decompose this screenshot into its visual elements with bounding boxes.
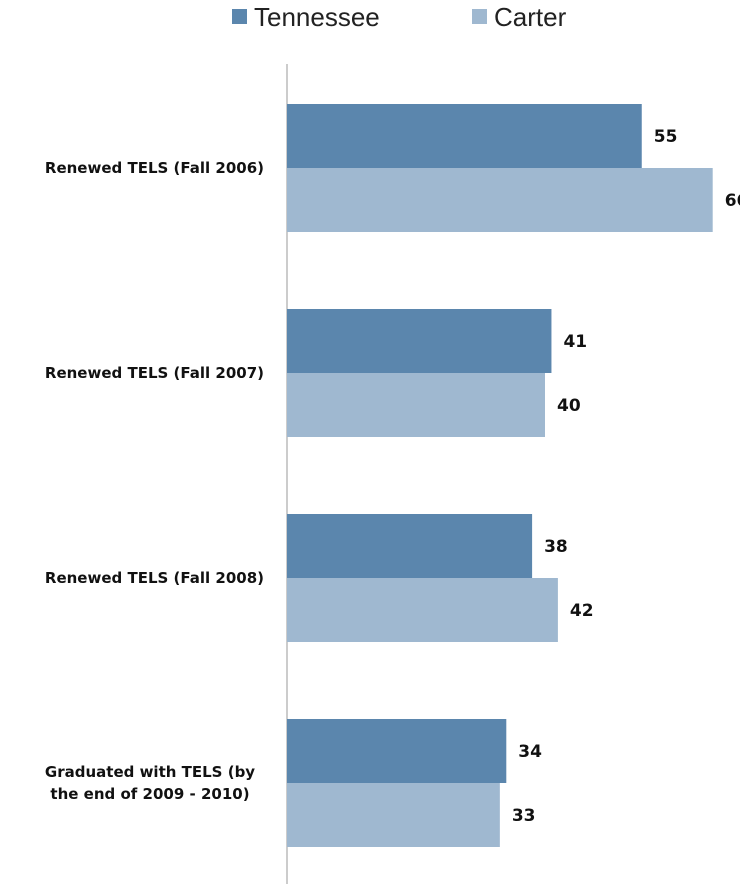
category-labels: Renewed TELS (Fall 2006) Renewed TELS (Fa… <box>45 159 264 803</box>
legend-label-tennessee: Tennessee <box>254 2 380 32</box>
value-label-tennessee-3: 38 <box>544 537 568 557</box>
value-label-tennessee-1: 55 <box>654 127 678 147</box>
legend: Tennessee Carter <box>232 2 567 32</box>
value-label-carter-1: 66 <box>725 191 740 211</box>
bar-carter-2 <box>287 373 545 437</box>
bar-carter-1 <box>287 168 713 232</box>
bar-carter-3 <box>287 578 558 642</box>
category-label-4-line-1: Graduated with TELS (by <box>45 763 255 781</box>
value-label-tennessee-2: 41 <box>563 332 587 352</box>
bar-tennessee-4 <box>287 719 507 783</box>
category-label-2: Renewed TELS (Fall 2007) <box>45 364 264 382</box>
category-label-4-line-2: the end of 2009 - 2010) <box>50 785 249 803</box>
bar-tennessee-1 <box>287 104 642 168</box>
bar-tennessee-3 <box>287 514 533 578</box>
value-label-tennessee-4: 34 <box>518 742 542 762</box>
bars-group: 55 66 41 40 38 42 34 33 <box>287 104 740 847</box>
legend-swatch-tennessee <box>232 9 247 24</box>
legend-label-carter: Carter <box>494 2 567 32</box>
bar-tennessee-2 <box>287 309 552 373</box>
legend-swatch-carter <box>472 9 487 24</box>
value-label-carter-2: 40 <box>557 396 581 416</box>
category-label-3: Renewed TELS (Fall 2008) <box>45 569 264 587</box>
value-label-carter-3: 42 <box>570 601 594 621</box>
category-label-1: Renewed TELS (Fall 2006) <box>45 159 264 177</box>
bar-carter-4 <box>287 783 500 847</box>
value-label-carter-4: 33 <box>512 806 536 826</box>
